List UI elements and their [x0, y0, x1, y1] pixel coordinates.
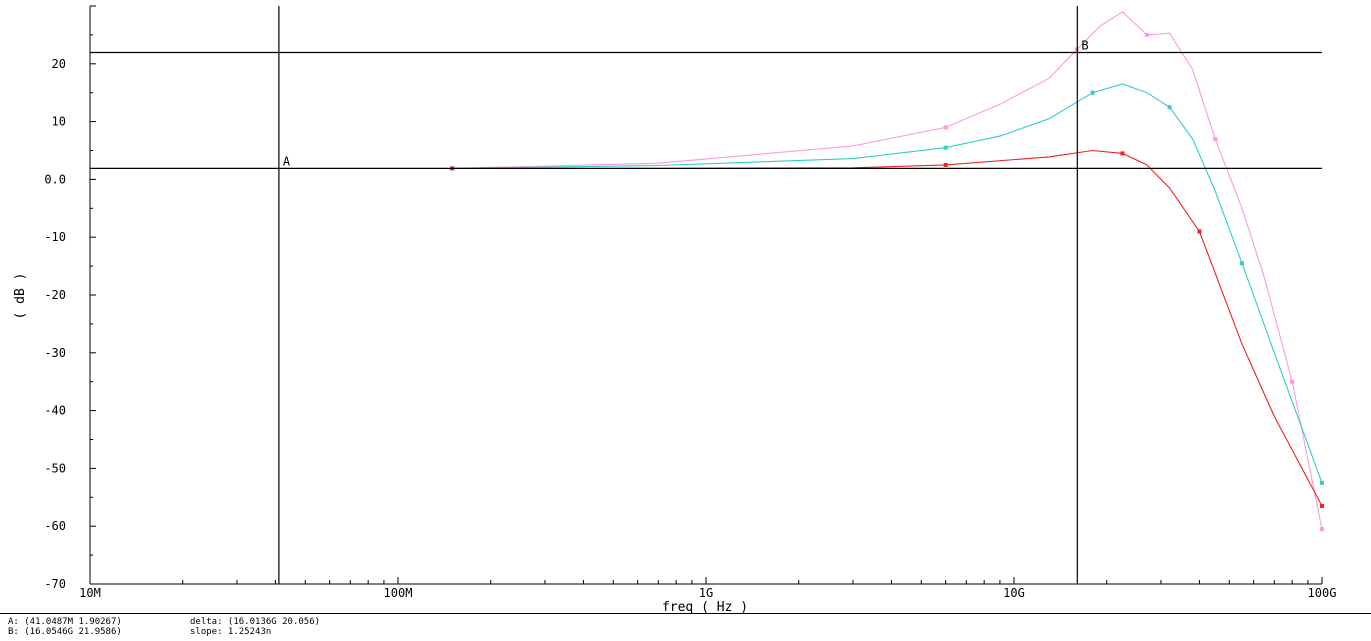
x-tick-label: 100M	[384, 586, 413, 600]
series-point	[943, 145, 948, 150]
y-tick-label: -50	[44, 461, 66, 475]
y-tick-label: 10	[52, 115, 66, 129]
series-point	[1290, 379, 1295, 384]
marker-a-readout: A: (41.0487M 1.90267)	[8, 617, 122, 627]
series-point	[1320, 480, 1324, 485]
marker-group: AB	[90, 6, 1322, 584]
y-axis-label: ( dB )	[13, 273, 28, 320]
x-tick-label: 100G	[1308, 586, 1337, 600]
series-line	[452, 83, 1323, 484]
series-point	[1120, 151, 1125, 156]
series-point	[943, 125, 948, 130]
curve-group	[450, 11, 1324, 532]
y-tick-label: 20	[52, 57, 66, 71]
x-axis-label: freq ( Hz )	[662, 600, 748, 613]
series-point	[1090, 90, 1095, 95]
series-point	[943, 162, 948, 167]
marker-b-readout: B: (16.0546G 21.9586)	[8, 627, 122, 637]
y-tick-label: 0.0	[44, 172, 66, 186]
slope-readout: slope: 1.25243n	[190, 627, 272, 637]
marker-label: A	[283, 154, 291, 168]
y-tick-group: 20 10 0.0 -10 -20 -30 -40 -50 -60 -70	[44, 5, 96, 591]
series-point	[1144, 32, 1149, 37]
series-point	[1240, 261, 1245, 266]
series-line	[452, 11, 1323, 530]
series-point	[1167, 105, 1172, 110]
series-point	[1320, 527, 1324, 532]
marker-label: B	[1081, 38, 1088, 52]
x-tick-label: 10M	[79, 586, 101, 600]
y-tick-label: -10	[44, 230, 66, 244]
series-point	[1320, 503, 1324, 508]
y-tick-label: -60	[44, 519, 66, 533]
y-tick-label: -30	[44, 346, 66, 360]
marker-delta: delta: (16.0136G 20.056) slope: 1.25243n	[190, 617, 320, 637]
x-tick-group: 10M 100M 1G 10G 100G	[79, 577, 1336, 600]
y-tick-label: -70	[44, 577, 66, 591]
y-tick-label: -20	[44, 288, 66, 302]
series-line	[452, 149, 1323, 507]
x-tick-label: 1G	[699, 586, 713, 600]
marker-coordinates: A: (41.0487M 1.90267) B: (16.0546G 21.95…	[8, 617, 122, 637]
series-point	[1213, 136, 1218, 141]
marker-readout-bar: A: (41.0487M 1.90267) B: (16.0546G 21.95…	[0, 613, 1371, 641]
x-tick-label: 10G	[1003, 586, 1025, 600]
delta-readout: delta: (16.0136G 20.056)	[190, 617, 321, 627]
y-tick-label: -40	[44, 404, 66, 418]
series-point	[1197, 229, 1202, 234]
